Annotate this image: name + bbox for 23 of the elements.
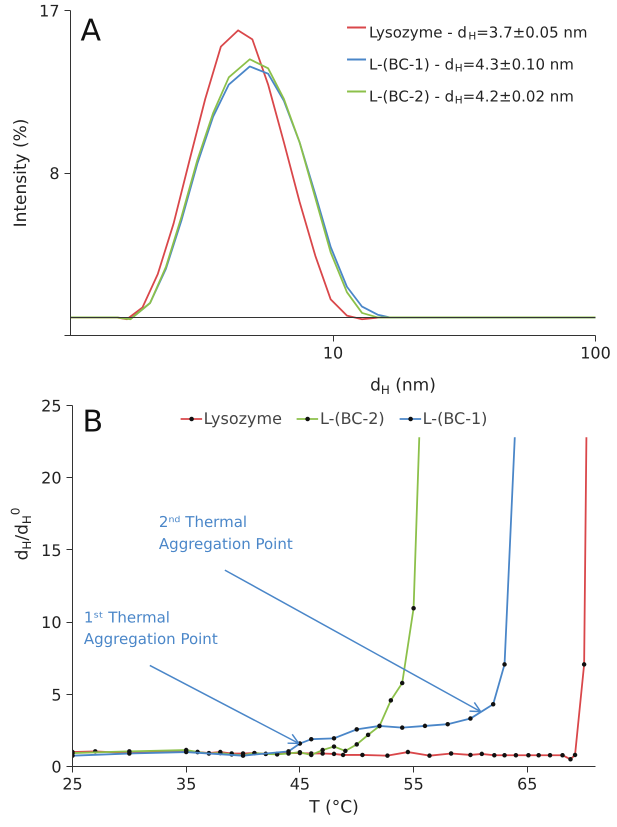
y-tick-label: 25 bbox=[41, 396, 62, 416]
x-tick-label: 35 bbox=[176, 774, 196, 794]
y-tick-label: 15 bbox=[41, 540, 62, 560]
x-tick-label: 55 bbox=[403, 774, 424, 794]
y-tick-label: 5 bbox=[51, 685, 62, 704]
y-axis-title: Intensity (%) bbox=[11, 118, 32, 228]
y-tick-label: 10 bbox=[41, 613, 62, 632]
y-tick-label: 20 bbox=[41, 468, 62, 488]
chart-title: A bbox=[80, 14, 102, 48]
y-tick-label: 0 bbox=[51, 758, 62, 776]
x-tick-label: 45 bbox=[290, 774, 310, 794]
y-tick-label: 17 bbox=[39, 2, 60, 20]
x-axis-title: T (°C) bbox=[308, 798, 359, 818]
annotation: 1ˢᵗ Thermal Aggregation Point bbox=[84, 608, 218, 648]
y-axis-title: dH/dH0 bbox=[8, 508, 34, 560]
legend-label: Lysozyme bbox=[204, 409, 282, 428]
chart-title: B bbox=[82, 404, 104, 440]
annotation: 2ⁿᵈ Thermal Aggregation Point bbox=[158, 513, 293, 553]
y-tick-label: 8 bbox=[49, 164, 60, 183]
legend-label: L-(BC-1) bbox=[422, 409, 488, 428]
legend-label: L-(BC-2) bbox=[320, 409, 385, 428]
x-tick-label: 100 bbox=[580, 344, 611, 362]
x-tick-label: 65 bbox=[517, 774, 538, 794]
